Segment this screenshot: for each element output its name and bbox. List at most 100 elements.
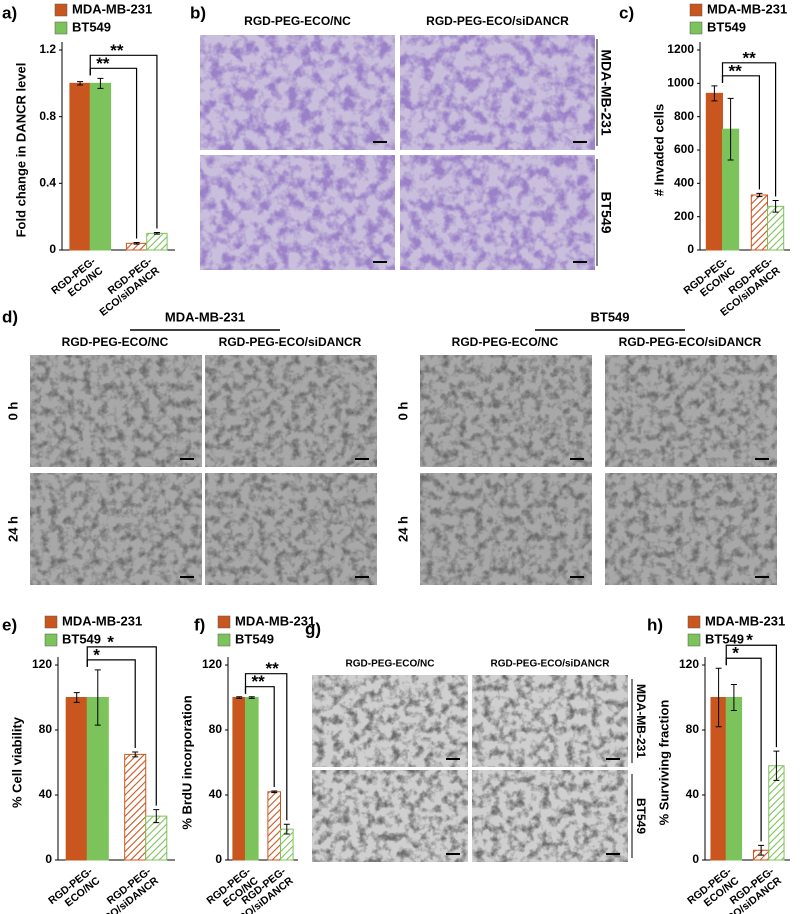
error-bar [271, 790, 278, 794]
column-header: RGD-PEG-ECO/NC [62, 335, 169, 349]
column-header: RGD-PEG-ECO/siDANCR [426, 14, 569, 28]
bar [69, 82, 91, 251]
y-tick-label: 1.2 [39, 42, 56, 56]
y-tick-label: 120 [32, 657, 52, 671]
panel-label: g) [305, 619, 321, 638]
row-label: BT549 [598, 191, 614, 233]
legend-label: BT549 [72, 19, 111, 34]
micrograph-texture [400, 35, 595, 150]
legend-swatch [689, 21, 703, 35]
y-tick-label: 80 [686, 722, 700, 736]
micrograph-texture [200, 155, 395, 270]
y-tick-label: 120 [202, 657, 222, 671]
legend-label: MDA-MB-231 [72, 1, 152, 16]
significance-bracket [244, 673, 288, 821]
panel-label: c) [619, 3, 634, 22]
panel-label: a) [2, 3, 17, 22]
significance-label: * [746, 631, 753, 650]
y-tick-label: 0.8 [39, 109, 56, 123]
legend-label: MDA-MB-231 [62, 613, 142, 628]
error-bar [73, 692, 80, 703]
micrograph-texture [30, 473, 202, 585]
micrograph-texture [205, 473, 377, 585]
y-tick-label: 200 [674, 209, 694, 223]
legend-swatch [44, 633, 58, 647]
bar [146, 232, 168, 251]
micrograph-texture [400, 155, 595, 270]
y-tick-label: 0 [49, 242, 56, 256]
row-label: BT549 [634, 798, 648, 834]
error-bar [153, 809, 160, 824]
x-tick-label: RGD-PEG-ECO/NC [49, 255, 106, 307]
panel-label: f) [194, 615, 205, 634]
y-tick-label: 80 [209, 722, 223, 736]
error-bar [132, 751, 139, 758]
legend-label: BT549 [707, 19, 746, 34]
significance-bracket [725, 644, 777, 748]
y-tick-label: 40 [209, 787, 223, 801]
y-tick-label: 1000 [667, 76, 694, 90]
column-header: RGD-PEG-ECO/siDANCR [491, 659, 611, 670]
column-header: RGD-PEG-ECO/NC [244, 14, 351, 28]
y-tick-label: 1200 [667, 42, 694, 56]
error-bar [756, 192, 763, 198]
significance-label: ** [96, 54, 110, 73]
micrograph-texture [472, 770, 628, 862]
x-tick-label: RGD-PEG-ECO/siDANCR [90, 255, 162, 319]
error-bar [772, 200, 779, 213]
significance-label: ** [743, 48, 757, 67]
panel-label: b) [190, 3, 206, 22]
column-header: RGD-PEG-ECO/siDANCR [219, 335, 362, 349]
y-axis-label: # Invaded cells [651, 104, 666, 197]
bar [767, 205, 785, 251]
y-tick-label: 40 [39, 787, 53, 801]
legend-label: BT549 [235, 631, 274, 646]
legend-swatch [54, 21, 68, 35]
error-bar [248, 696, 255, 699]
bar [725, 697, 743, 861]
legend-label: BT549 [705, 631, 744, 646]
panel-label: d) [2, 307, 18, 326]
micrograph-texture [312, 770, 468, 862]
error-bar [758, 844, 765, 856]
y-tick-label: 80 [39, 722, 53, 736]
error-bar [77, 81, 84, 86]
error-bar [711, 85, 718, 102]
legend-swatch [687, 615, 701, 629]
group-header: MDA-MB-231 [165, 309, 245, 324]
y-tick-label: 0 [692, 852, 699, 866]
y-tick-label: 600 [674, 142, 694, 156]
row-label: 0 h [5, 402, 20, 421]
x-tick-label: RGD-PEG-ECO/siDANCR [89, 865, 161, 914]
error-bar [133, 242, 140, 245]
micrograph-texture [30, 355, 202, 467]
bar [245, 697, 259, 861]
significance-label: * [107, 632, 114, 651]
legend-swatch [689, 3, 703, 17]
row-label: MDA-MB-231 [634, 684, 648, 758]
row-label: 24 h [5, 516, 20, 542]
y-tick-label: 0 [45, 852, 52, 866]
significance-label: * [93, 645, 100, 664]
error-bar [727, 97, 734, 161]
significance-label: ** [110, 41, 124, 60]
y-axis-label: % BrdU incorporation [179, 695, 194, 829]
error-bar [97, 77, 104, 89]
row-label: 24 h [395, 516, 410, 542]
y-tick-label: 0.4 [39, 176, 56, 190]
bar [705, 92, 723, 251]
error-bar [730, 684, 737, 711]
column-header: RGD-PEG-ECO/siDANCR [619, 335, 762, 349]
error-bar [283, 823, 290, 835]
panel-label: h) [647, 615, 663, 634]
y-axis-label: % Cell viability [9, 716, 24, 808]
y-tick-label: 120 [679, 657, 699, 671]
micrograph-texture [605, 473, 777, 585]
bar [267, 791, 281, 861]
bar [232, 697, 246, 861]
x-tick-label: RGD-PEG-ECO/NC [46, 865, 103, 914]
legend-label: MDA-MB-231 [705, 613, 785, 628]
significance-label: ** [252, 672, 266, 691]
column-header: RGD-PEG-ECO/NC [452, 335, 559, 349]
significance-bracket [86, 646, 157, 806]
